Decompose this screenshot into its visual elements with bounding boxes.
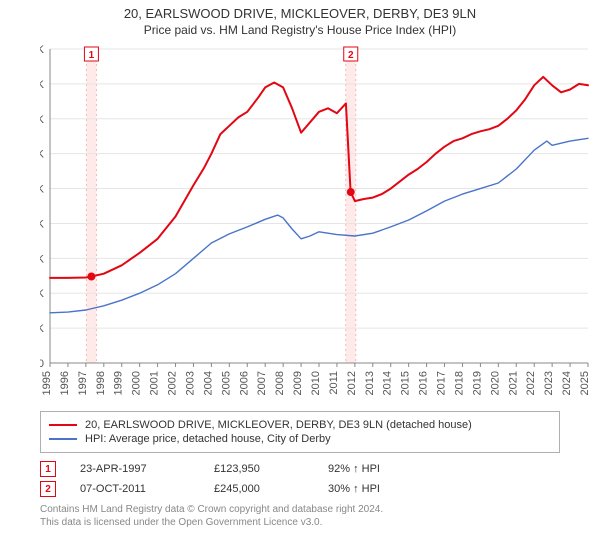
sales-table: 1 23-APR-1997 £123,950 92% ↑ HPI 2 07-OC… [40, 459, 560, 499]
sale-pct: 92% ↑ HPI [328, 463, 428, 475]
svg-text:£350K: £350K [40, 114, 45, 126]
legend-row-property: 20, EARLSWOOD DRIVE, MICKLEOVER, DERBY, … [49, 418, 551, 432]
legend-swatch-property [49, 424, 77, 426]
svg-text:£200K: £200K [40, 218, 45, 230]
svg-text:2019: 2019 [471, 371, 483, 395]
svg-text:1999: 1999 [113, 371, 125, 395]
svg-text:2021: 2021 [507, 371, 519, 395]
svg-text:2001: 2001 [149, 371, 161, 395]
svg-text:£50K: £50K [40, 323, 45, 335]
svg-text:2: 2 [348, 50, 354, 61]
svg-text:2022: 2022 [525, 371, 537, 395]
svg-text:1996: 1996 [59, 371, 71, 395]
svg-text:1995: 1995 [41, 371, 53, 395]
svg-text:2009: 2009 [292, 371, 304, 395]
legend-row-hpi: HPI: Average price, detached house, City… [49, 432, 551, 446]
svg-text:£100K: £100K [40, 288, 45, 300]
sale-price: £123,950 [214, 463, 304, 475]
svg-text:2003: 2003 [184, 371, 196, 395]
chart-area: £0 £50K £100K £150K £200K £250K £300K £350K £400… [40, 41, 600, 401]
sale-pct: 30% ↑ HPI [328, 483, 428, 495]
legend-swatch-hpi [49, 438, 77, 440]
svg-text:2013: 2013 [364, 371, 376, 395]
svg-text:2004: 2004 [202, 371, 214, 395]
svg-text:2010: 2010 [310, 371, 322, 395]
page-title: 20, EARLSWOOD DRIVE, MICKLEOVER, DERBY, … [0, 0, 600, 21]
svg-text:2014: 2014 [382, 371, 394, 395]
svg-text:2012: 2012 [346, 371, 358, 395]
svg-text:£0: £0 [40, 358, 44, 370]
svg-text:2008: 2008 [274, 371, 286, 395]
legend-label-hpi: HPI: Average price, detached house, City… [85, 433, 331, 445]
svg-text:2018: 2018 [453, 371, 465, 395]
page-subtitle: Price paid vs. HM Land Registry's House … [0, 21, 600, 41]
line-chart-svg: £0 £50K £100K £150K £200K £250K £300K £350K £400… [40, 41, 600, 401]
svg-text:1997: 1997 [77, 371, 89, 395]
svg-text:2015: 2015 [400, 371, 412, 395]
sale-date: 23-APR-1997 [80, 463, 190, 475]
sales-row: 2 07-OCT-2011 £245,000 30% ↑ HPI [40, 479, 560, 499]
svg-text:£250K: £250K [40, 184, 45, 196]
footnote-line: This data is licensed under the Open Gov… [40, 516, 560, 529]
svg-text:2005: 2005 [220, 371, 232, 395]
svg-text:2025: 2025 [579, 371, 591, 395]
sale-date: 07-OCT-2011 [80, 483, 190, 495]
sale-marker-1: 1 [40, 461, 56, 477]
svg-text:2002: 2002 [167, 371, 179, 395]
svg-text:£300K: £300K [40, 149, 45, 161]
svg-text:2024: 2024 [561, 371, 573, 395]
svg-text:2017: 2017 [436, 371, 448, 395]
sales-row: 1 23-APR-1997 £123,950 92% ↑ HPI [40, 459, 560, 479]
svg-text:2000: 2000 [131, 371, 143, 395]
svg-text:1998: 1998 [95, 371, 107, 395]
legend: 20, EARLSWOOD DRIVE, MICKLEOVER, DERBY, … [40, 411, 560, 453]
svg-text:£150K: £150K [40, 253, 45, 265]
sale-marker-2: 2 [40, 481, 56, 497]
svg-text:2016: 2016 [418, 371, 430, 395]
svg-text:£450K: £450K [40, 44, 45, 56]
svg-text:2020: 2020 [489, 371, 501, 395]
footnote-line: Contains HM Land Registry data © Crown c… [40, 503, 560, 516]
svg-text:1: 1 [89, 50, 95, 61]
svg-text:2023: 2023 [543, 371, 555, 395]
svg-text:2007: 2007 [256, 371, 268, 395]
legend-label-property: 20, EARLSWOOD DRIVE, MICKLEOVER, DERBY, … [85, 419, 472, 431]
sale-price: £245,000 [214, 483, 304, 495]
svg-text:2011: 2011 [328, 371, 340, 395]
svg-text:£400K: £400K [40, 79, 45, 91]
svg-text:2006: 2006 [238, 371, 250, 395]
footnote: Contains HM Land Registry data © Crown c… [40, 503, 560, 529]
price-vs-hpi-chart-page: { "title": "20, EARLSWOOD DRIVE, MICKLEO… [0, 0, 600, 560]
